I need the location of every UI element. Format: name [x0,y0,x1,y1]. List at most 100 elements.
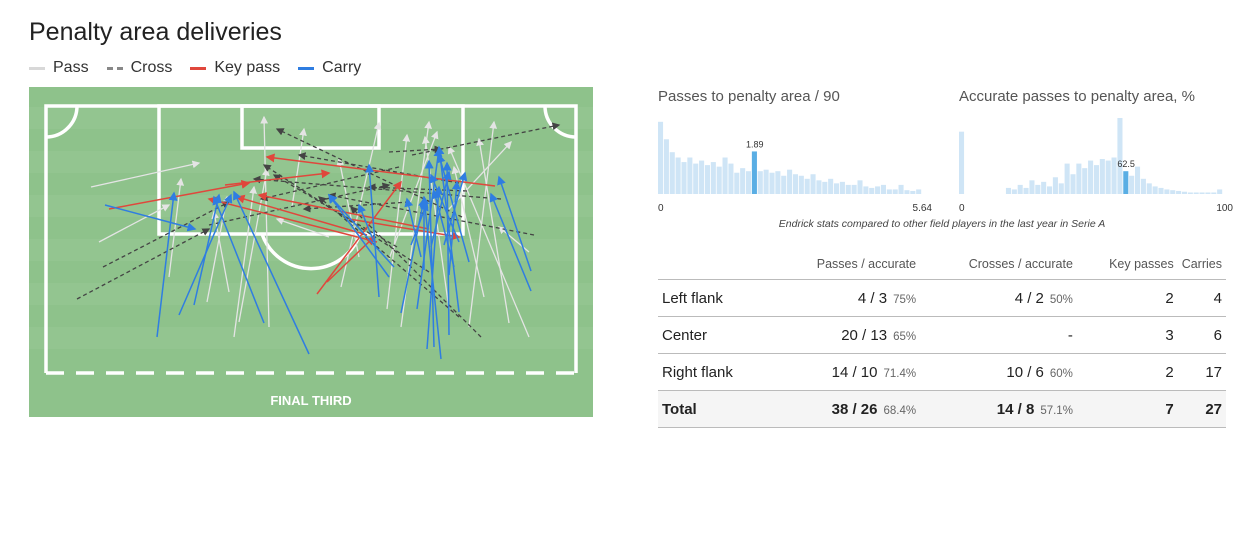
carries-cell: 27 [1177,390,1226,428]
cross-arrow [252,175,502,200]
carry-arrow [357,203,375,243]
pass-arrow [98,204,171,243]
histogram-bar [1076,163,1082,194]
pitch-stripe [29,327,593,349]
histogram-bar [704,165,710,194]
legend-label: Pass [53,59,89,76]
key-passes-cell: 7 [1076,390,1178,428]
histogram-bar [1176,190,1182,194]
passes-cell: 20 / 13 65% [781,316,921,354]
carry-arrow [430,170,452,248]
histogram-title-passes: Passes to penalty area / 90 [658,88,840,105]
histogram-passes: 1.89 0 5.64 [658,121,932,214]
pass-arrow [206,195,230,303]
histogram-bar [1099,159,1105,194]
histogram-bar [810,174,816,194]
crosses-cell: 14 / 8 57.1% [920,390,1077,428]
histogram-bar [675,157,681,194]
histogram-bar [1005,187,1011,194]
histogram-bar [1164,189,1170,194]
histogram-bar [1170,190,1176,194]
stats-table: Passes / accurate Crosses / accurate Key… [658,249,1226,428]
table-row: Right flank 14 / 10 71.4% 10 / 6 60% 2 17 [658,353,1226,391]
histogram-title-accuracy: Accurate passes to penalty area, % [959,88,1195,105]
histogram-bar [863,186,869,194]
carry-arrow [410,201,429,246]
carry-arrow [497,175,532,272]
pitch-label: FINAL THIRD [270,393,351,408]
histogram-bar [869,187,875,194]
carry-arrow [426,185,443,350]
pass-arrow [388,130,439,260]
pass-arrow [498,226,530,253]
column-header: Carries [1177,249,1226,280]
histogram-bar [658,121,664,194]
carries-cell: 17 [1177,353,1226,391]
histogram-bar [1140,178,1146,194]
cross-arrow [76,228,211,300]
histogram-bar [1082,168,1088,194]
histogram-bar [681,162,687,194]
histogram-bar [851,184,857,194]
histogram-bar [804,178,810,194]
histogram-bar [816,180,822,194]
pass-arrow [476,137,510,324]
key-passes-cell: 3 [1076,316,1178,354]
carry-line-icon [298,66,315,70]
pass-arrow [275,217,330,238]
histogram-bar [710,162,716,194]
histogram-bar [1211,192,1217,194]
carry-arrow [442,161,452,336]
histogram-bar [1093,165,1099,194]
legend-item-carry: Carry [298,59,361,77]
crosses-cell: 10 / 6 60% [920,353,1077,391]
histogram-bar [740,168,746,194]
histogram-bar [792,174,798,194]
histogram-bar [898,184,904,194]
carry-arrow [365,163,380,298]
histogram-bar [839,181,845,194]
crosses-cell: 4 / 2 50% [920,279,1077,317]
key-passes-cell: 2 [1076,353,1178,391]
histogram-bar [1011,189,1017,194]
pitch-stripe [29,283,593,305]
cross-arrow [208,182,391,226]
carry-arrow [489,192,532,292]
pass-arrow [260,115,270,328]
histogram-bar [734,172,740,194]
histogram-bar [1023,187,1029,194]
histogram-highlight-label: 1.89 [746,139,764,149]
histogram-bar [728,163,734,194]
histogram-bar [904,190,910,194]
table-row: Left flank 4 / 3 75% 4 / 2 50% 2 4 [658,279,1226,317]
pass-arrow [448,141,512,210]
pass-line-icon [29,66,45,70]
histogram-highlight-bar [751,151,757,194]
histogram-bar [1193,192,1199,194]
key-pass-arrow [235,194,368,236]
carry-arrow [156,191,178,338]
histogram-bar [787,169,793,194]
histogram-bar [1035,184,1041,194]
histogram-bar [693,163,699,194]
pass-arrow [211,210,230,293]
histogram-bar [757,171,763,194]
histogram-min-label: 0 [658,203,664,214]
carry-arrow [424,159,435,348]
histogram-bar [886,189,892,194]
histogram-bar [828,178,834,194]
histogram-bar [1105,160,1111,194]
histogram-bar [722,157,728,194]
histogram-bar [1017,184,1023,194]
carry-arrow [431,189,455,268]
carry-arrow [328,193,390,278]
histogram-bar [1052,177,1058,194]
key-pass-arrow [108,179,251,210]
histogram-bar [775,171,781,194]
legend-item-pass: Pass [29,59,89,77]
histogram-bar [781,175,787,194]
crosses-cell: - [920,316,1077,354]
cross-line-icon [106,66,123,70]
histogram-bar [959,131,965,194]
histogram-bar [857,180,863,194]
